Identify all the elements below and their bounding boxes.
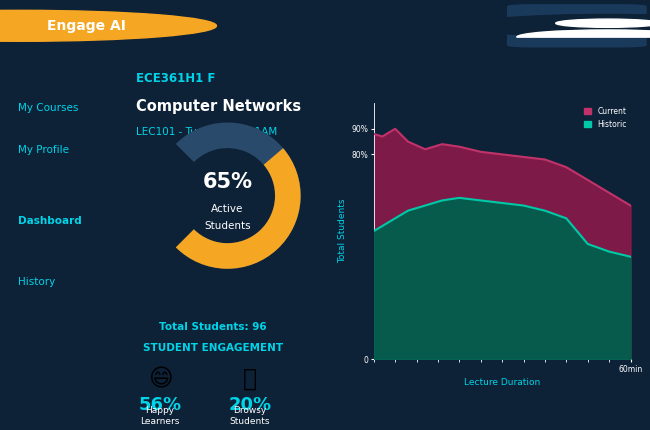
Text: STUDENT ENGAGEMENT: STUDENT ENGAGEMENT [143, 343, 283, 353]
Circle shape [556, 19, 650, 28]
Text: Total Students: 96: Total Students: 96 [159, 322, 266, 332]
Text: My Courses: My Courses [18, 103, 79, 114]
FancyBboxPatch shape [586, 19, 589, 33]
Wedge shape [176, 123, 300, 269]
FancyBboxPatch shape [507, 4, 647, 47]
FancyBboxPatch shape [580, 17, 584, 34]
Text: 😄: 😄 [148, 367, 172, 391]
Text: History: History [18, 277, 55, 287]
Text: LEC101 - Tuesday 10-11AM: LEC101 - Tuesday 10-11AM [136, 127, 278, 137]
Y-axis label: Total Students: Total Students [338, 199, 347, 263]
Text: Students: Students [204, 221, 251, 231]
Wedge shape [517, 30, 650, 37]
Text: Computer Networks: Computer Networks [136, 99, 301, 114]
Text: ECE361H1 F: ECE361H1 F [136, 72, 216, 86]
Text: Engage AI: Engage AI [47, 19, 125, 33]
Text: 65%: 65% [203, 172, 252, 193]
FancyBboxPatch shape [0, 201, 120, 241]
Legend: Current, Historic: Current, Historic [584, 107, 627, 129]
Text: Dashboard: Dashboard [18, 216, 82, 226]
Text: Drowsy
Students: Drowsy Students [230, 406, 270, 426]
Text: 56%: 56% [138, 396, 181, 415]
Text: 💤: 💤 [243, 367, 257, 391]
Text: Active: Active [211, 204, 244, 214]
Text: Happy
Learners: Happy Learners [140, 406, 179, 426]
Text: My Profile: My Profile [18, 145, 69, 155]
FancyBboxPatch shape [575, 21, 578, 31]
Circle shape [0, 10, 216, 41]
Text: 20%: 20% [229, 396, 272, 415]
X-axis label: Lecture Duration: Lecture Duration [464, 378, 540, 387]
Wedge shape [176, 148, 300, 269]
Circle shape [465, 15, 650, 37]
